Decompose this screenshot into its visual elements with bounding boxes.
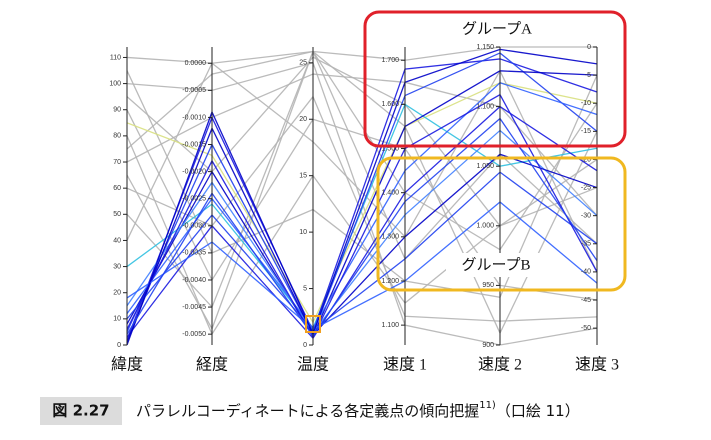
axis-label: 速度 1: [383, 356, 427, 374]
tick-label: 70: [113, 159, 121, 166]
tick-label: -0.0040: [182, 277, 206, 284]
data-line: [126, 201, 598, 330]
tick-label: 1.200: [381, 278, 399, 285]
caption-main: パラレルコーディネートによる各定義点の傾向把握: [136, 402, 479, 420]
data-line: [126, 93, 598, 339]
tick-label: 25: [299, 60, 307, 67]
tick-label: 15: [299, 173, 307, 180]
tick-label: -40: [581, 269, 591, 276]
tick-label: 1.500: [381, 145, 399, 152]
data-line: [126, 126, 598, 343]
group-a-box: [363, 10, 627, 148]
tick-label: -20: [581, 156, 591, 163]
caption-label-bg: [40, 397, 122, 425]
tick-label: 1.400: [381, 190, 399, 197]
tick-label: 50: [113, 211, 121, 218]
tick-label: 1.150: [476, 44, 494, 51]
data-line: [126, 62, 598, 346]
tick-label: 1.700: [381, 57, 399, 64]
group-b-box: [376, 156, 627, 292]
tick-label: 100: [109, 80, 121, 87]
highlight-box: [305, 315, 321, 333]
tick-label: 60: [113, 185, 121, 192]
tick-label: 5: [303, 285, 307, 292]
tick-label: 900: [482, 342, 494, 349]
data-line: [126, 62, 598, 273]
data-line: [126, 117, 598, 338]
axes: 緯度0102030405060708090100110経度0.0000-0.00…: [109, 44, 619, 374]
tick-label: 950: [482, 282, 494, 289]
axis-label: 温度: [297, 356, 329, 374]
tick-label: 110: [110, 54, 121, 61]
tick-label: -0.0015: [182, 141, 206, 148]
data-line: [126, 49, 598, 331]
tick-label: -0.0010: [182, 114, 206, 121]
data-line: [126, 171, 598, 332]
caption-text: パラレルコーディネートによる各定義点の傾向把握11)（口絵 11）: [136, 400, 580, 420]
data-line: [126, 52, 598, 336]
tick-label: 1.600: [381, 101, 399, 108]
group-b-label-bg: [446, 253, 546, 277]
tick-label: 30: [113, 263, 121, 270]
tick-label: 20: [299, 116, 307, 123]
tick-label: 1.100: [381, 322, 399, 329]
data-line: [126, 58, 598, 341]
group-b-label: グループB: [461, 256, 530, 273]
tick-label: -0.0035: [182, 250, 206, 257]
data-line: [126, 50, 598, 309]
tick-label: -0.0045: [182, 304, 206, 311]
tick-label: 90: [113, 107, 121, 114]
tick-label: 0.0000: [185, 60, 207, 67]
tick-label: -10: [581, 100, 591, 107]
tick-label: 1.100: [476, 103, 494, 110]
tick-label: 20: [113, 290, 121, 297]
caption-superscript: 11): [479, 400, 496, 411]
tick-label: -50: [581, 325, 591, 332]
axis-label: 経度: [196, 356, 228, 374]
tick-label: 0: [587, 44, 591, 51]
tick-label: 10: [113, 316, 121, 323]
tick-label: -0.0005: [182, 87, 206, 94]
data-line: [126, 48, 598, 346]
data-line: [126, 50, 598, 335]
tick-label: -15: [581, 128, 591, 135]
tick-label: -5: [585, 72, 591, 79]
axis-label: 速度 3: [575, 356, 619, 374]
tick-label: 40: [113, 237, 121, 244]
tick-label: 1.300: [381, 234, 399, 241]
group-a-label: グループA: [462, 20, 532, 37]
data-line: [126, 105, 598, 340]
tick-label: -0.0030: [182, 223, 206, 230]
tick-label: -30: [581, 213, 591, 220]
tick-label: -0.0020: [182, 168, 206, 175]
caption-suffix: （口絵 11）: [496, 402, 580, 420]
tick-label: -45: [581, 297, 591, 304]
data-line: [126, 46, 597, 64]
tick-label: 0: [303, 342, 307, 349]
tick-label: 1.050: [476, 163, 494, 170]
plot-lines: [126, 46, 598, 346]
tick-label: 10: [299, 229, 307, 236]
tick-label: 1.000: [476, 223, 494, 230]
tick-label: -0.0050: [182, 331, 206, 338]
tick-label: -0.0025: [182, 196, 206, 203]
tick-label: -35: [581, 241, 591, 248]
tick-label: 80: [113, 133, 121, 140]
tick-label: -25: [581, 184, 591, 191]
data-line: [126, 70, 598, 338]
axis-label: 緯度: [111, 356, 143, 374]
caption-label: 図 2.27: [52, 402, 109, 420]
axis-label: 速度 2: [478, 356, 522, 374]
data-line: [126, 56, 598, 227]
tick-label: 0: [117, 342, 121, 349]
